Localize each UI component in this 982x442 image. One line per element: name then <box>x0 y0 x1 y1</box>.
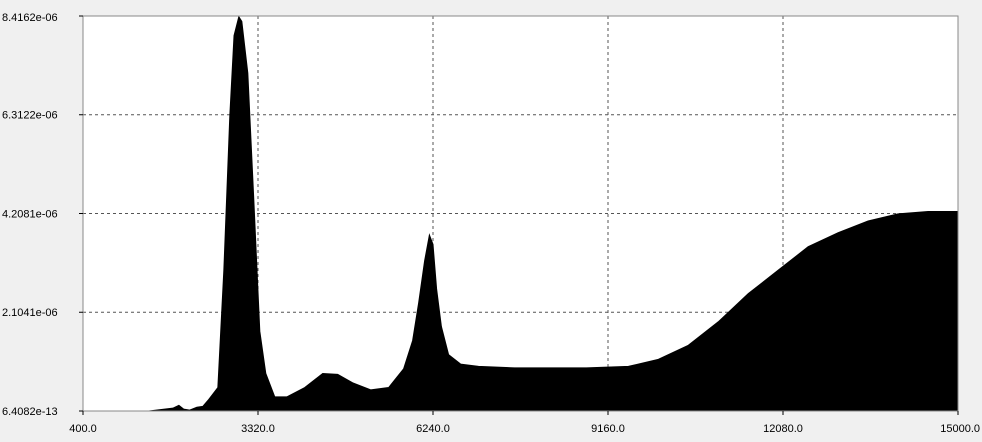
x-tick-label: 3320.0 <box>241 423 275 435</box>
x-tick-label: 12080.0 <box>763 423 803 435</box>
y-tick-label: 2.1041e-06 <box>2 307 58 319</box>
x-axis-ticks: 400.0 3320.0 6240.0 9160.0 12080.0 15000.0 <box>69 411 980 435</box>
series-area <box>83 15 959 412</box>
x-tick-label: 400.0 <box>69 423 97 435</box>
y-tick-label: 8.4162e-06 <box>2 12 58 24</box>
y-tick-label: 4.2081e-06 <box>2 209 58 221</box>
y-tick-label: 6.4082e-13 <box>2 406 58 418</box>
x-tick-label: 6240.0 <box>416 423 450 435</box>
y-tick-label: 6.3122e-06 <box>2 110 58 122</box>
x-tick-label: 15000.0 <box>940 423 980 435</box>
x-tick-label: 9160.0 <box>591 423 625 435</box>
y-axis-ticks: 6.4082e-13 2.1041e-06 4.2081e-06 6.3122e-06… <box>2 12 83 418</box>
